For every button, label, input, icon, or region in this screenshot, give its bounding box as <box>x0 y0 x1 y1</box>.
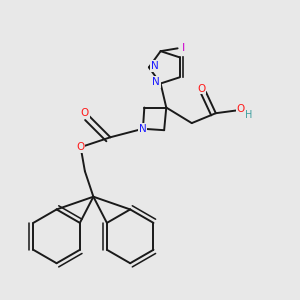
Text: I: I <box>182 43 185 53</box>
Text: N: N <box>139 124 147 134</box>
Text: H: H <box>245 110 253 120</box>
Text: O: O <box>197 84 206 94</box>
Text: N: N <box>152 77 160 87</box>
Text: O: O <box>76 142 85 152</box>
Text: O: O <box>236 104 244 114</box>
Text: N: N <box>151 61 158 71</box>
Text: O: O <box>81 108 89 118</box>
